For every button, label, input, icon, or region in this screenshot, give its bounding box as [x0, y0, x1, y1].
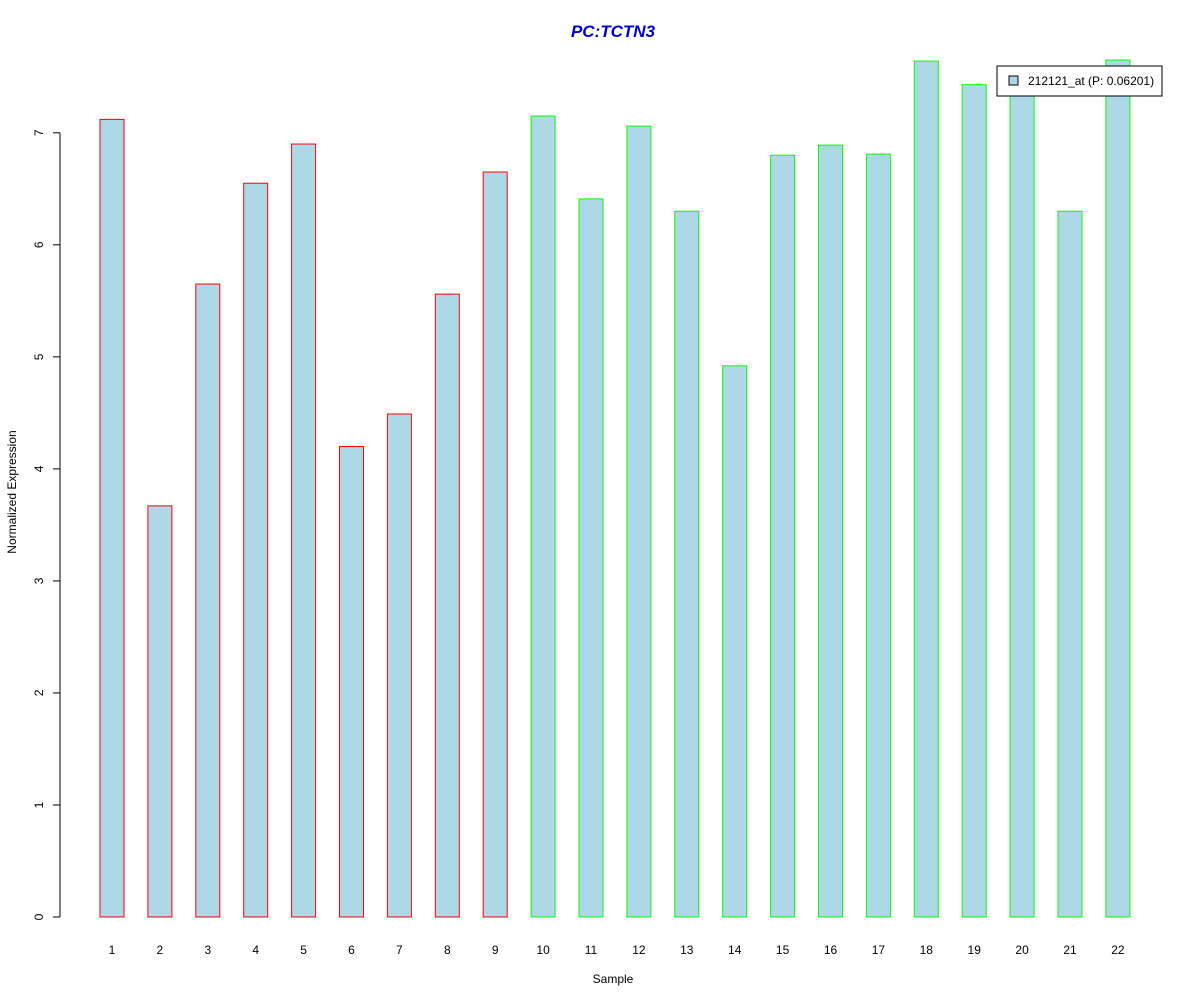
legend-swatch — [1008, 75, 1019, 86]
x-tick-labels: 1 2 3 4 5 6 7 8 9 10 11 12 13 14 15 16 17 18 19 20 21 22 — [109, 943, 1125, 957]
bar-sample-19 — [961, 84, 987, 918]
x-tick-label: 22 — [1111, 943, 1125, 957]
bar-sample-2 — [147, 505, 173, 918]
bar-sample-6 — [339, 445, 364, 918]
y-tick-label: 3 — [32, 577, 46, 584]
bar-sample-16 — [818, 144, 843, 918]
x-tick-label: 2 — [157, 943, 164, 957]
bar-sample-7 — [386, 413, 412, 918]
x-tick-label: 16 — [824, 943, 838, 957]
bar-sample-15 — [770, 154, 796, 918]
legend: 212121_at (P: 0.06201) — [996, 65, 1163, 97]
x-tick-label: 14 — [728, 943, 742, 957]
bars-group — [99, 59, 1131, 918]
legend-label: 212121_at (P: 0.06201) — [1028, 74, 1154, 88]
x-tick-label: 6 — [348, 943, 355, 957]
x-tick-label: 13 — [680, 943, 694, 957]
x-tick-label: 11 — [585, 943, 598, 957]
bar-sample-22 — [1105, 59, 1131, 918]
bar-sample-11 — [578, 198, 604, 918]
x-tick-label: 9 — [492, 943, 499, 957]
x-tick-label: 21 — [1063, 943, 1077, 957]
x-tick-label: 17 — [872, 943, 886, 957]
legend-box — [996, 65, 1163, 97]
x-axis-label: Sample — [593, 972, 634, 986]
bar-sample-1 — [99, 118, 125, 918]
bar-sample-9 — [482, 171, 508, 918]
y-tick-label: 4 — [32, 465, 46, 472]
bar-sample-14 — [722, 365, 748, 918]
y-tick-label: 2 — [32, 689, 46, 696]
bar-sample-4 — [243, 182, 269, 918]
y-tick-label: 1 — [32, 801, 46, 808]
x-tick-label: 8 — [444, 943, 451, 957]
bar-sample-8 — [434, 293, 460, 918]
bar-sample-21 — [1057, 210, 1083, 918]
y-axis-label: Normalized Expression — [5, 430, 19, 553]
bar-sample-13 — [674, 210, 700, 918]
bar-sample-18 — [913, 60, 939, 918]
x-tick-label: 1 — [109, 943, 116, 957]
bar-sample-17 — [865, 153, 891, 918]
bar-sample-20 — [1009, 66, 1035, 918]
x-tick-label: 12 — [632, 943, 646, 957]
x-tick-label: 10 — [536, 943, 550, 957]
bar-sample-10 — [530, 115, 556, 918]
x-tick-label: 18 — [920, 943, 934, 957]
x-tick-label: 5 — [300, 943, 307, 957]
x-tick-label: 19 — [968, 943, 982, 957]
chart-title: PC:TCTN3 — [571, 22, 656, 41]
y-tick-label: 0 — [32, 913, 46, 920]
x-tick-label: 4 — [252, 943, 259, 957]
bar-sample-12 — [626, 125, 652, 918]
x-tick-label: 3 — [204, 943, 211, 957]
y-tick-label: 6 — [32, 241, 46, 248]
y-tick-label: 7 — [32, 129, 46, 136]
bar-sample-5 — [291, 143, 317, 918]
x-tick-label: 7 — [396, 943, 403, 957]
y-axis: 0 1 2 3 4 5 6 7 — [32, 129, 61, 920]
y-tick-label: 5 — [32, 353, 46, 360]
x-tick-label: 20 — [1015, 943, 1029, 957]
x-tick-label: 15 — [776, 943, 790, 957]
bar-sample-3 — [195, 283, 221, 918]
